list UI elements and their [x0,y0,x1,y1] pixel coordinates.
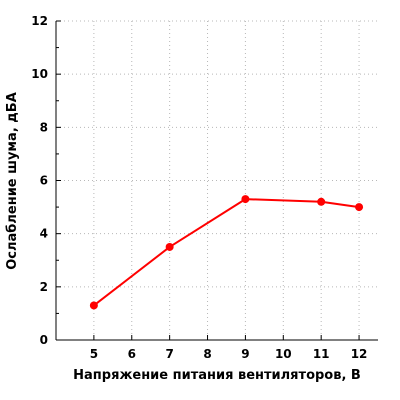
x-tick-label-6: 6 [128,347,136,361]
y-tick-label-0: 0 [40,333,48,347]
y-tick-label-2: 2 [40,280,48,294]
x-tick-label-11: 11 [313,347,330,361]
y-tick-label-12: 12 [31,14,48,28]
data-point-4 [355,203,364,212]
series-line-0 [93,198,360,307]
y-tick-label-8: 8 [40,120,48,134]
grid-layer [56,20,378,340]
data-point-0 [89,301,98,310]
x-tick-label-9: 9 [241,347,249,361]
y-axis-label: Ослабление шума, дБА [5,92,20,270]
x-tick-label-8: 8 [203,347,211,361]
x-tick-label-5: 5 [90,347,98,361]
y-tick-label-6: 6 [40,174,48,188]
x-tick-label-12: 12 [351,347,368,361]
series-layer [89,195,364,310]
data-point-1 [165,242,174,251]
y-tick-label-4: 4 [40,227,48,241]
x-axis-label: Напряжение питания вентиляторов, В [73,368,361,383]
x-tick-label-7: 7 [165,347,173,361]
data-point-2 [241,195,250,204]
x-tick-label-10: 10 [275,347,292,361]
y-tick-label-10: 10 [31,67,48,81]
data-point-3 [317,197,326,206]
ticks-layer: 0 2 4 6 8 10 12 5 6 7 8 9 10 11 12 [31,14,367,361]
